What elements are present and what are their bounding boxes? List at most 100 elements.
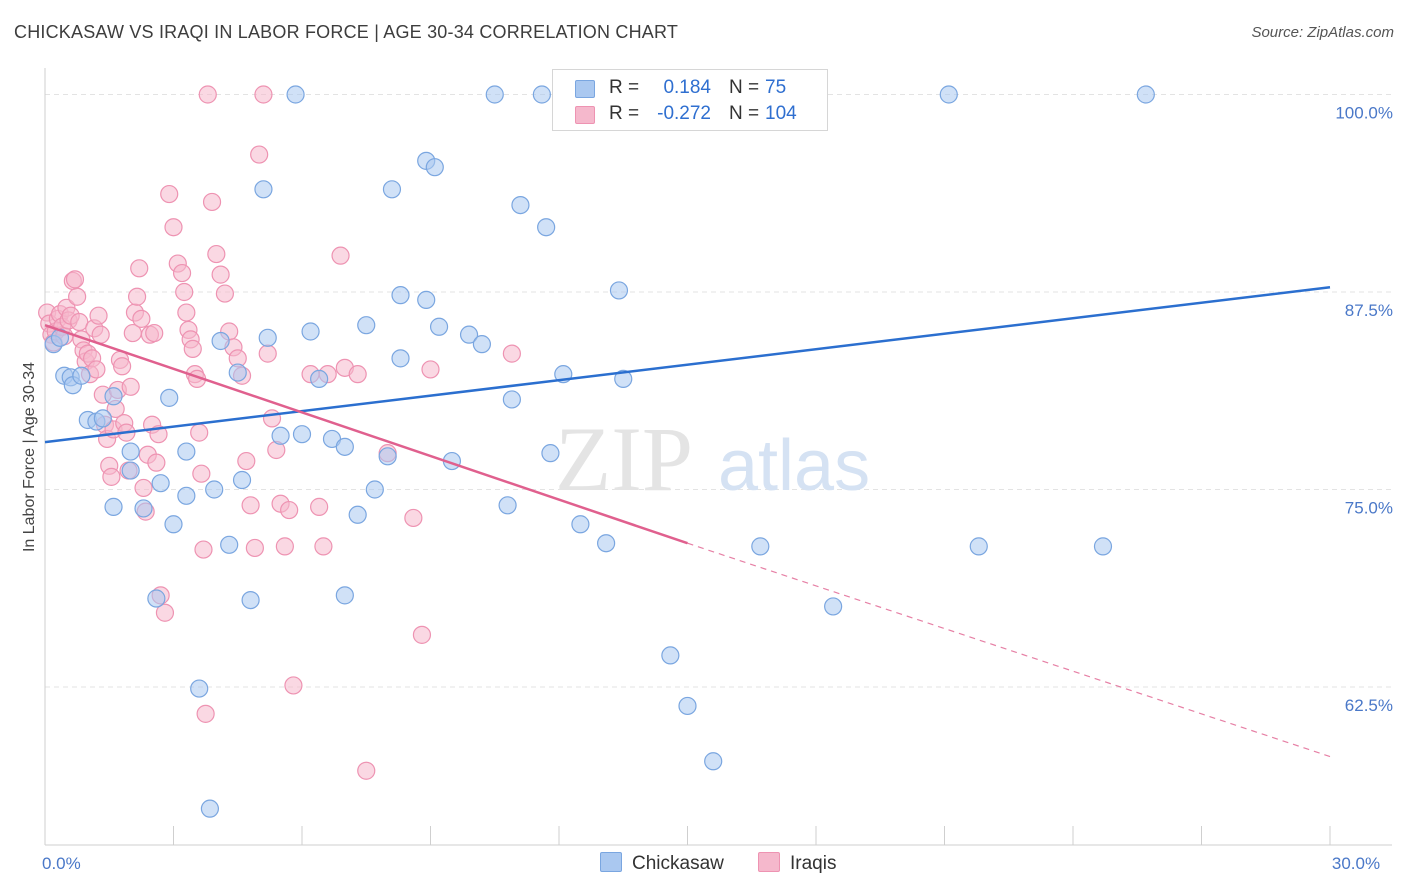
y-tick-label: 87.5% (1345, 301, 1393, 320)
chickasaw-point (429, 317, 449, 336)
chickasaw-point (939, 85, 958, 104)
chickasaw-point (969, 537, 988, 556)
iraqis-point (147, 453, 166, 472)
chickasaw-point (365, 480, 384, 499)
iraqis-point (145, 323, 164, 343)
n-label: N = (729, 103, 760, 124)
watermark-atlas: atlas (718, 426, 870, 506)
iraqis-point (202, 192, 222, 212)
iraqis-point (404, 508, 423, 528)
n-value: 75 (765, 77, 787, 98)
chickasaw-point (425, 158, 444, 177)
chickasaw-point (571, 515, 590, 534)
chickasaw-point (121, 442, 140, 461)
iraqis-point (102, 467, 121, 486)
chickasaw-point (609, 281, 629, 300)
chickasaw-point (511, 196, 530, 215)
chickasaw-point (258, 328, 277, 347)
iraqis-legend-label: Iraqis (790, 853, 837, 874)
chickasaw-point (614, 369, 633, 388)
iraqis-point (280, 500, 299, 520)
chickasaw-point (391, 286, 410, 305)
bottom-legend-chickasaw: Chickasaw (600, 852, 724, 875)
iraqis-point (198, 85, 217, 104)
chickasaw-point (241, 590, 260, 610)
iraqis-point (254, 85, 273, 104)
bottom-legend-iraqis: Iraqis (758, 852, 836, 875)
chickasaw-point (134, 499, 153, 518)
chickasaw-point (190, 679, 209, 698)
legend-row-chickasaw: R = 0.184 N = 75 (553, 75, 827, 101)
chickasaw-point (121, 461, 140, 480)
chickasaw-point (228, 363, 247, 382)
iraqis-point (262, 409, 282, 428)
chickasaw-point (378, 447, 397, 466)
chickasaw-point (271, 426, 290, 445)
iraqis-point (192, 464, 211, 483)
iraqis-point (237, 451, 256, 471)
chickasaw-point (205, 480, 224, 499)
iraqis-legend-swatch (758, 852, 780, 872)
iraqis-point (177, 303, 196, 322)
chickasaw-legend-swatch (600, 852, 622, 872)
iraqis-point (258, 344, 277, 363)
chickasaw-point (177, 486, 196, 505)
chickasaw-point (348, 505, 367, 524)
chickasaw-point (177, 442, 196, 461)
n-label: N = (729, 77, 760, 98)
watermark-zip: ZIP (555, 408, 693, 510)
n-value: 104 (765, 103, 797, 124)
iraqis-point (164, 218, 183, 237)
chickasaw-point (678, 696, 697, 716)
chickasaw-point (160, 388, 179, 407)
iraqis-point (245, 538, 264, 558)
chickasaw-point (502, 390, 521, 409)
chickasaw-point (472, 335, 491, 354)
chickasaw-point (147, 589, 166, 608)
iraqis-point (241, 496, 260, 515)
chickasaw-point (704, 752, 723, 771)
y-tick-label: 62.5% (1345, 696, 1393, 715)
iraqis-point (112, 357, 132, 376)
iraqis-point (89, 306, 108, 325)
chickasaw-point (382, 180, 402, 199)
r-label: R = (609, 77, 640, 98)
chickasaw-point (661, 646, 680, 665)
chickasaw-point (104, 497, 123, 516)
iraqis-point (172, 263, 192, 283)
chickasaw-point (1093, 537, 1113, 556)
y-tick-label: 75.0% (1345, 499, 1393, 518)
correlation-legend: R = 0.184 N = 75 R = -0.272 N = 104 (552, 69, 828, 131)
iraqis-point (127, 287, 147, 306)
iraqis-point (250, 145, 269, 164)
iraqis-point (196, 704, 215, 723)
iraqis-point (175, 282, 194, 302)
chickasaw-point (1136, 85, 1155, 104)
chickasaw-point (232, 470, 252, 490)
watermark: ZIP atlas (555, 408, 870, 510)
chickasaw-swatch (575, 80, 595, 98)
source-credit: Source: ZipAtlas.com (1251, 24, 1394, 41)
iraqis-point (190, 423, 209, 442)
iraqis-point (412, 625, 432, 644)
chickasaw-point (357, 316, 376, 335)
iraqis-point (211, 265, 230, 284)
chickasaw-point (286, 85, 305, 104)
chickasaw-point (417, 290, 436, 309)
axes (44, 68, 1392, 846)
chart-title: CHICKASAW VS IRAQI IN LABOR FORCE | AGE … (14, 22, 679, 42)
chickasaw-point (104, 387, 123, 406)
tick-labels: 100.0% 87.5% 75.0% 62.5% 0.0% 30.0% (42, 104, 1393, 874)
chickasaw-point (310, 369, 329, 388)
legend-row-iraqis: R = -0.272 N = 104 (553, 101, 827, 127)
chickasaw-point (93, 409, 112, 428)
iraqis-point (68, 287, 87, 306)
chickasaw-legend-label: Chickasaw (632, 853, 724, 874)
y-axis-label: In Labor Force | Age 30-34 (21, 362, 38, 552)
chickasaw-point (292, 425, 312, 444)
chickasaw-point (301, 322, 320, 341)
iraqis-point (155, 603, 175, 622)
iraqis-point (357, 761, 376, 780)
iraqis-point (284, 676, 303, 695)
iraqis-point (348, 365, 367, 384)
